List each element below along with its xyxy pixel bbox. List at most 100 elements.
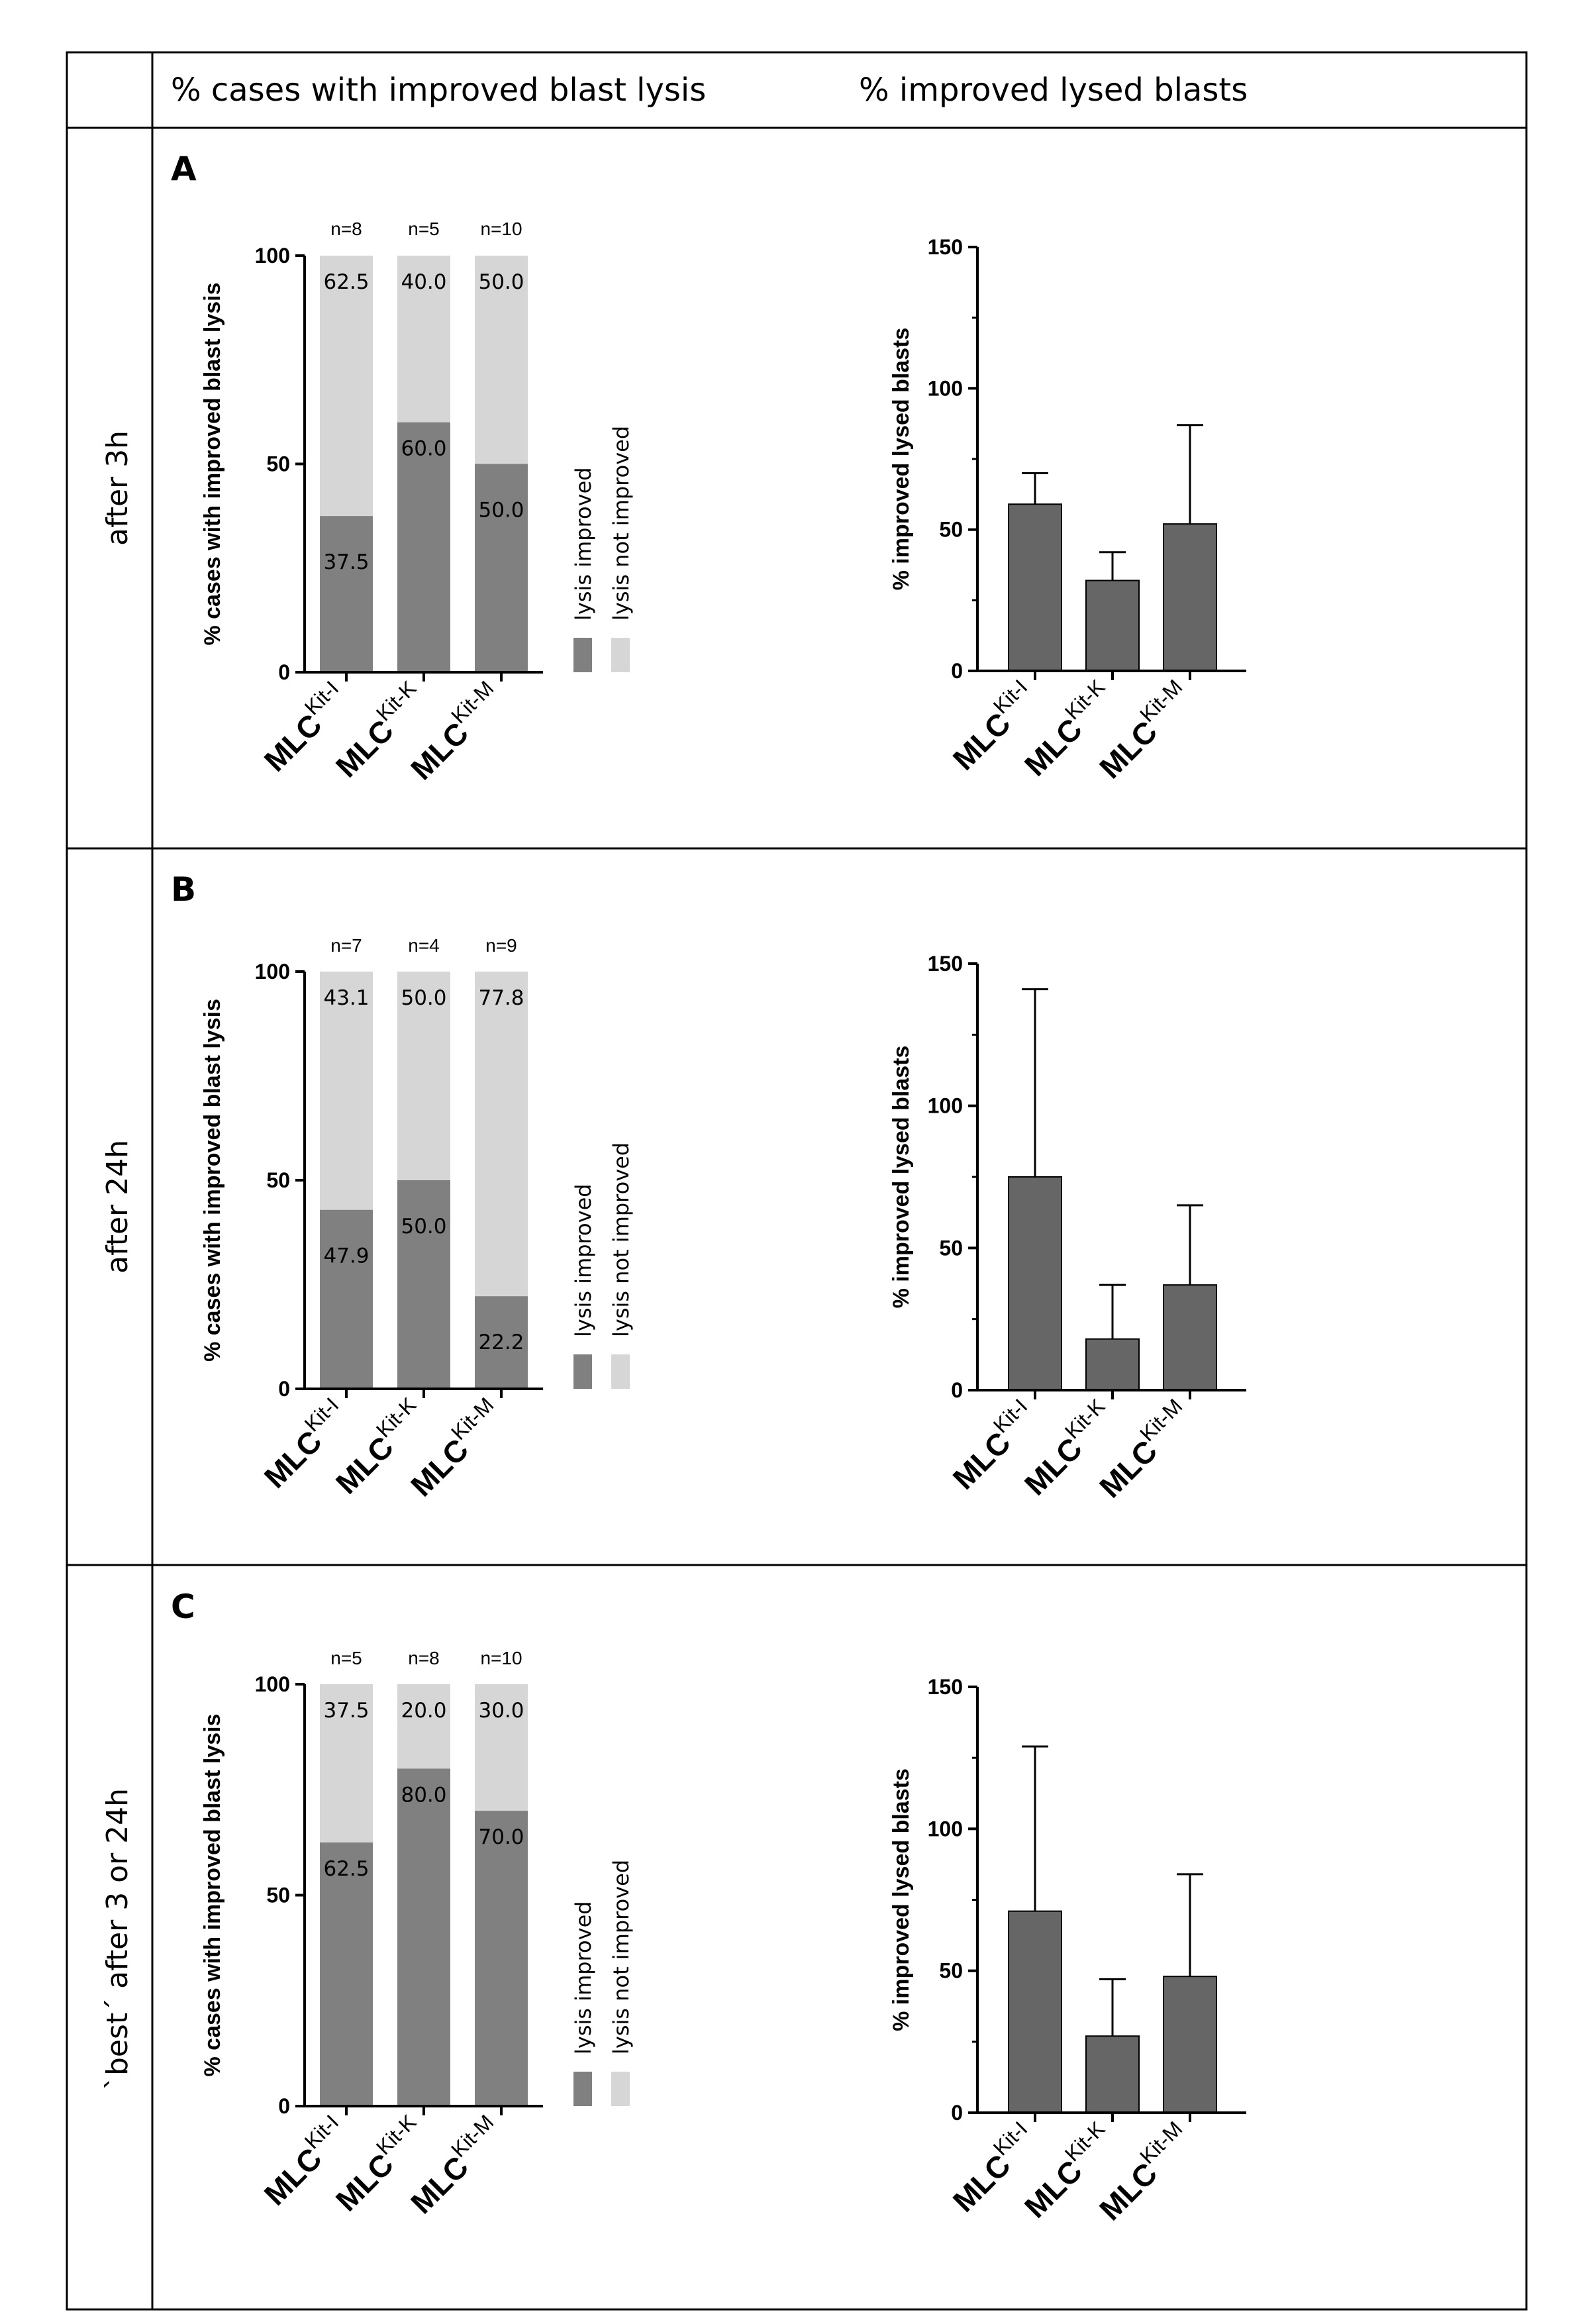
panel-a-label-not-improved-2: 40.0	[401, 270, 446, 294]
panel-a-right-ytick-label-0: 0	[951, 659, 963, 683]
panel-a-legend-swatch-not-improved	[611, 638, 630, 672]
panel-c-bar-improved-2	[397, 1768, 450, 2106]
panel-c-charts: 37.5 62.5 n=5 20.0 80.0 n=8 30.0 70.0 n=10 0 50 100…	[200, 1648, 1246, 2227]
panel-a-n-label-2: n=5	[408, 219, 440, 239]
row-label-b: after 24h	[101, 1140, 134, 1274]
panel-b-right-ytick-label-50: 50	[939, 1236, 963, 1260]
panel-b-bar-improved-2	[397, 1180, 450, 1389]
panel-a-label-improved-1: 37.5	[323, 550, 369, 574]
panel-b-label-improved-3: 22.2	[478, 1331, 524, 1354]
panel-c-label-improved-3: 70.0	[478, 1825, 524, 1849]
panel-b-n-label-2: n=4	[408, 935, 440, 956]
panel-b-left-ytick-label-50: 50	[266, 1168, 290, 1192]
header-col1: % cases with improved blast lysis	[171, 72, 706, 109]
header-col2: % improved lysed blasts	[859, 72, 1248, 109]
panel-c-bar-not-improved-1	[320, 1684, 373, 1843]
panel-c-right-ytick-label-50: 50	[939, 1959, 963, 1983]
panel-a-label-improved-3: 50.0	[478, 499, 524, 523]
panel-a-right-ytick-label-150: 150	[928, 235, 963, 259]
panel-c-label-not-improved-2: 20.0	[401, 1699, 446, 1723]
panel-c-bar-improved-1	[320, 1842, 373, 2106]
panel-a-bar-not-improved-1	[320, 256, 373, 517]
panel-a-right-ytick-label-100: 100	[928, 376, 963, 400]
panel-a-left-ytick-label-0: 0	[278, 660, 290, 684]
panel-a-label-not-improved-3: 50.0	[478, 270, 524, 294]
panel-c-bar-3	[1163, 1976, 1217, 2113]
panel-c-n-label-3: n=10	[480, 1648, 522, 1668]
panel-b-bar-improved-1	[320, 1209, 373, 1389]
panel-b-bar-2	[1085, 1338, 1140, 1391]
panel-c-bar-improved-3	[475, 1811, 528, 2106]
panel-a-label-not-improved-1: 62.5	[323, 270, 369, 294]
panel-a-legend-swatch-improved	[573, 638, 592, 672]
panel-b-n-label-3: n=9	[485, 935, 517, 956]
panel-a-left-ytick-label-50: 50	[266, 452, 290, 476]
panel-a-bar-3	[1163, 523, 1217, 672]
panel-b-left-ytick-label-100: 100	[255, 960, 290, 984]
panel-c-legend-swatch-improved	[573, 2072, 592, 2106]
panel-letter-b: B	[171, 870, 196, 909]
panel-b-left-ytick-label-0: 0	[278, 1377, 290, 1401]
panel-c-bar-not-improved-2	[397, 1684, 450, 1769]
panel-b-left-ylabel: % cases with improved blast lysis	[200, 999, 225, 1362]
panel-c-stacked-chart: 37.5 62.5 n=5 20.0 80.0 n=8 30.0 70.0 n=10 0 50 100…	[200, 1648, 634, 2220]
panel-a-left-ylabel: % cases with improved blast lysis	[200, 282, 225, 645]
panel-c-legend-label-not-improved: lysis not improved	[609, 1860, 634, 2054]
panel-b-stacked-chart: 43.147.9n=750.050.0n=477.822.2n=9050100M…	[200, 935, 634, 1503]
panel-c-left-ytick-label-100: 100	[255, 1672, 290, 1696]
panel-b-bar-not-improved-2	[397, 972, 450, 1180]
panel-a-bar-improved-1	[320, 516, 373, 672]
panel-b-label-not-improved-3: 77.8	[478, 986, 524, 1010]
panel-a-bar-not-improved-2	[397, 256, 450, 423]
panel-letter-a: A	[171, 150, 197, 188]
panel-a-bar-improved-3	[475, 464, 528, 672]
panel-a-n-label-3: n=10	[480, 219, 522, 239]
panel-a-label-improved-2: 60.0	[401, 437, 446, 461]
panel-a-right-ylabel: % improved lysed blasts	[889, 328, 914, 591]
panel-b-legend-label-improved: lysis improved	[571, 1184, 596, 1337]
panel-b-bar-3	[1163, 1284, 1217, 1391]
panel-b-label-improved-1: 47.9	[323, 1244, 369, 1268]
table-border	[66, 51, 1528, 2311]
panel-b-label-not-improved-1: 43.1	[323, 986, 369, 1010]
panel-a-legend-label-improved: lysis improved	[571, 467, 596, 621]
panel-c-n-label-2: n=8	[408, 1648, 440, 1668]
panel-b-bar-not-improved-1	[320, 972, 373, 1210]
panel-b-right-ytick-label-0: 0	[951, 1378, 963, 1402]
panel-b-n-label-1: n=7	[330, 935, 362, 956]
table-grid	[66, 51, 1528, 2311]
panel-b-legend-label-not-improved: lysis not improved	[609, 1142, 634, 1337]
row-label-a: after 3h	[101, 430, 134, 546]
panel-c-label-not-improved-3: 30.0	[478, 1699, 524, 1723]
panel-c-label-not-improved-1: 37.5	[323, 1699, 369, 1723]
panel-a-legend-label-not-improved: lysis not improved	[609, 426, 634, 621]
panel-c-bar-1	[1008, 1910, 1062, 2114]
panel-b-right-ytick-label-150: 150	[928, 952, 963, 976]
panel-b-right-ytick-label-100: 100	[928, 1094, 963, 1118]
panel-b-label-not-improved-2: 50.0	[401, 986, 446, 1010]
panel-a-bar-not-improved-3	[475, 256, 528, 464]
panel-c-right-ytick-label-150: 150	[928, 1675, 963, 1699]
panel-letter-c: C	[171, 1588, 195, 1626]
panel-c-legend-swatch-not-improved	[611, 2072, 630, 2106]
panel-b-legend-swatch-not-improved	[611, 1354, 630, 1389]
panel-c-n-label-1: n=5	[330, 1648, 362, 1668]
panel-a-left-ytick-label-100: 100	[255, 244, 290, 268]
panel-b-bar-improved-3	[475, 1296, 528, 1389]
panel-b-legend-swatch-improved	[573, 1354, 592, 1389]
panel-a-stacked-chart: 62.5 37.5 n=8 40.0 60.0 n=5 50.0 50.0 n=10 0 50 100…	[200, 219, 634, 786]
panel-c-right-ytick-label-0: 0	[951, 2101, 963, 2125]
panel-a-bar-2	[1085, 580, 1140, 672]
panel-c-left-ytick-label-50: 50	[266, 1884, 290, 1907]
panel-c-right-ylabel: % improved lysed blasts	[889, 1768, 914, 2031]
panel-c-right-ytick-label-100: 100	[928, 1817, 963, 1841]
panel-b-right-ylabel: % improved lysed blasts	[889, 1046, 914, 1309]
charts-layer: 62.5 37.5 n=8 40.0 60.0 n=5 50.0 50.0 n=10 0 50 100…	[200, 219, 1246, 2227]
panel-c-label-improved-2: 80.0	[401, 1783, 446, 1807]
panel-c-label-improved-1: 62.5	[323, 1857, 369, 1881]
panel-b-bar-1	[1008, 1176, 1062, 1391]
